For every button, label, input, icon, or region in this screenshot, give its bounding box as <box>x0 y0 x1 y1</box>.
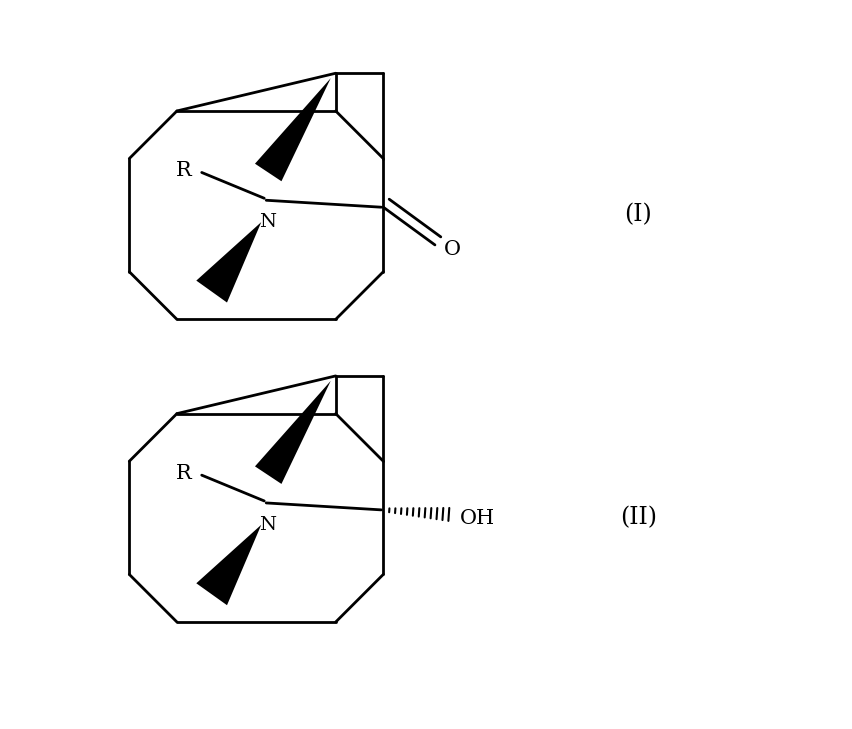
Text: N: N <box>258 516 275 534</box>
Text: (II): (II) <box>619 507 656 529</box>
Polygon shape <box>196 525 261 605</box>
Text: (I): (I) <box>624 203 652 227</box>
Polygon shape <box>255 381 331 484</box>
Text: N: N <box>258 213 275 231</box>
Polygon shape <box>196 222 261 303</box>
Text: O: O <box>444 241 461 260</box>
Text: R: R <box>176 161 192 180</box>
Text: R: R <box>176 464 192 483</box>
Text: OH: OH <box>459 510 495 529</box>
Polygon shape <box>255 78 331 182</box>
